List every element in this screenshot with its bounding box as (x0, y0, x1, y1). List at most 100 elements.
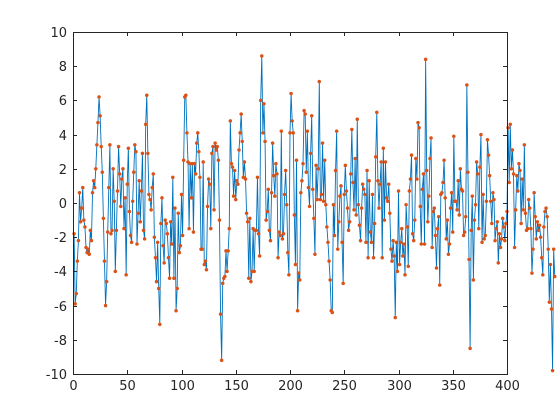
data-point (143, 122, 148, 127)
data-point (543, 209, 547, 214)
data-point (353, 156, 357, 161)
data-point (479, 132, 483, 137)
data-point (121, 166, 125, 171)
data-point (440, 190, 444, 195)
data-point (152, 235, 157, 239)
data-point (185, 131, 189, 135)
data-point (269, 190, 274, 195)
data-point (110, 228, 114, 233)
data-point (511, 172, 516, 176)
data-point (364, 240, 368, 245)
data-point (338, 194, 342, 198)
data-point (105, 230, 110, 234)
data-point (218, 312, 223, 316)
data-point (74, 291, 79, 296)
data-point (261, 131, 265, 135)
data-point (321, 199, 326, 204)
data-point (437, 283, 442, 287)
data-point (542, 225, 546, 229)
data-point (258, 98, 263, 103)
data-point (252, 269, 256, 274)
data-point (458, 166, 463, 171)
data-point (407, 189, 412, 193)
data-point (319, 192, 324, 197)
data-point (450, 230, 455, 234)
data-point (112, 199, 117, 204)
data-point (302, 108, 306, 113)
data-point (490, 221, 494, 226)
data-point (522, 143, 527, 147)
data-point (317, 79, 322, 84)
data-point (533, 214, 538, 219)
data-point (546, 247, 551, 251)
data-point (355, 117, 360, 122)
data-point (480, 240, 484, 245)
data-point (446, 252, 451, 257)
data-point (363, 192, 367, 197)
data-point (372, 221, 377, 226)
data-point (376, 178, 380, 183)
data-point (405, 225, 409, 229)
data-point (498, 245, 503, 250)
data-point (444, 237, 449, 241)
data-point (168, 220, 173, 224)
data-point (294, 158, 299, 163)
data-point (80, 185, 85, 190)
data-point (476, 226, 481, 231)
data-point (526, 197, 531, 202)
data-point (268, 238, 273, 243)
data-point (326, 240, 330, 245)
data-point (339, 184, 343, 188)
data-point (507, 180, 511, 185)
data-point (469, 228, 473, 233)
data-point (178, 243, 183, 248)
data-point (203, 259, 208, 263)
data-point (433, 233, 438, 238)
data-point (420, 187, 425, 192)
data-point (322, 158, 327, 163)
data-point (330, 310, 335, 315)
x-tick-label: 100 (170, 379, 195, 394)
y-tick-label: 10 (50, 26, 67, 41)
data-point (86, 247, 90, 251)
data-point (463, 214, 468, 219)
data-point (195, 131, 200, 135)
data-point (494, 226, 498, 231)
data-point (318, 197, 323, 202)
data-point (277, 230, 281, 234)
data-point (359, 206, 364, 210)
data-point (249, 279, 253, 284)
data-point (133, 143, 137, 147)
data-point (395, 269, 400, 274)
data-point (147, 192, 151, 197)
data-point (334, 129, 339, 133)
data-point (293, 262, 298, 267)
data-point (416, 120, 420, 125)
data-point (482, 237, 487, 241)
data-point (548, 262, 553, 267)
data-point (140, 151, 145, 156)
data-point (129, 240, 134, 245)
data-point (423, 57, 428, 62)
data-point (254, 228, 259, 233)
data-point (481, 192, 485, 197)
data-point (497, 231, 502, 236)
data-point (393, 315, 398, 320)
data-point (475, 172, 480, 176)
data-point (157, 322, 162, 327)
data-point (83, 225, 87, 229)
data-point (175, 286, 179, 291)
data-point (403, 273, 407, 277)
data-point (404, 202, 408, 207)
data-point (347, 220, 352, 224)
x-tick-label: 150 (224, 379, 249, 394)
data-point (408, 177, 413, 181)
data-point (248, 216, 252, 221)
data-point (123, 196, 127, 200)
data-point (314, 163, 318, 168)
data-point (219, 358, 224, 363)
data-point (373, 155, 378, 159)
data-point (82, 218, 86, 222)
data-point (146, 151, 150, 156)
data-point (436, 214, 441, 219)
